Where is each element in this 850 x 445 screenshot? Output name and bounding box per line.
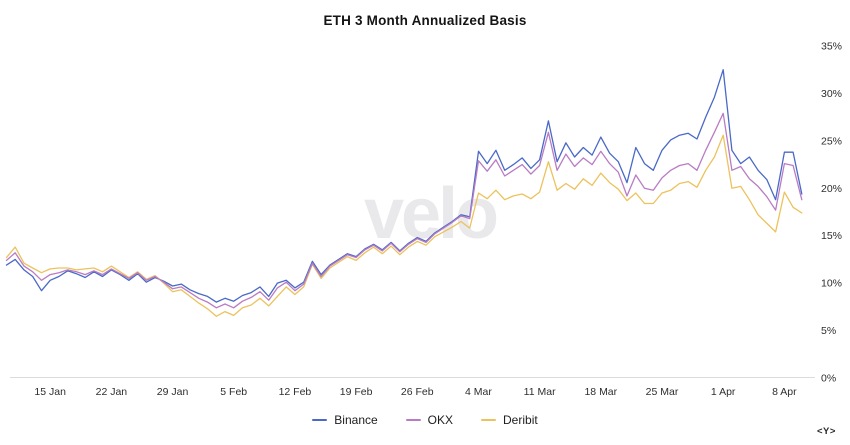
y-tick-label: 30%: [821, 88, 842, 100]
legend-item-deribit[interactable]: Deribit: [481, 413, 538, 427]
y-tick-label: 0%: [821, 373, 836, 385]
legend-line-icon: [405, 419, 421, 421]
x-tick-label: 19 Feb: [340, 386, 373, 398]
legend-label: Deribit: [503, 413, 538, 427]
legend-line-icon: [481, 419, 497, 421]
x-tick-label: 8 Apr: [772, 386, 797, 398]
chart-title: ETH 3 Month Annualized Basis: [323, 13, 527, 28]
legend: Binance OKX Deribit: [0, 413, 850, 427]
legend-label: Binance: [334, 413, 378, 427]
x-tick-label: 4 Mar: [465, 386, 492, 398]
y-tick-label: 15%: [821, 230, 842, 242]
velo-watermark: velo: [363, 174, 499, 254]
legend-line-icon: [312, 419, 328, 421]
x-tick-label: 5 Feb: [220, 386, 247, 398]
x-tick-label: 22 Jan: [96, 386, 128, 398]
y-axis-toggle[interactable]: <Y>: [817, 426, 836, 437]
y-tick-label: 10%: [821, 278, 842, 290]
x-tick-label: 25 Mar: [646, 386, 679, 398]
y-tick-label: 20%: [821, 183, 842, 195]
series-line-deribit[interactable]: [5, 134, 803, 317]
series-line-okx[interactable]: [5, 112, 803, 309]
x-tick-label: 26 Feb: [401, 386, 434, 398]
x-tick-label: 11 Mar: [524, 386, 556, 398]
x-tick-label: 1 Apr: [711, 386, 736, 398]
x-tick-label: 18 Mar: [584, 386, 617, 398]
series-line-binance[interactable]: [5, 69, 803, 303]
y-tick-label: 35%: [821, 41, 842, 53]
x-tick-label: 12 Feb: [279, 386, 312, 398]
legend-item-okx[interactable]: OKX: [405, 413, 454, 427]
legend-item-binance[interactable]: Binance: [312, 413, 378, 427]
legend-label: OKX: [427, 413, 454, 427]
x-tick-label: 29 Jan: [157, 386, 189, 398]
x-tick-label: 15 Jan: [34, 386, 66, 398]
y-tick-label: 5%: [821, 325, 836, 337]
y-tick-label: 25%: [821, 135, 842, 147]
